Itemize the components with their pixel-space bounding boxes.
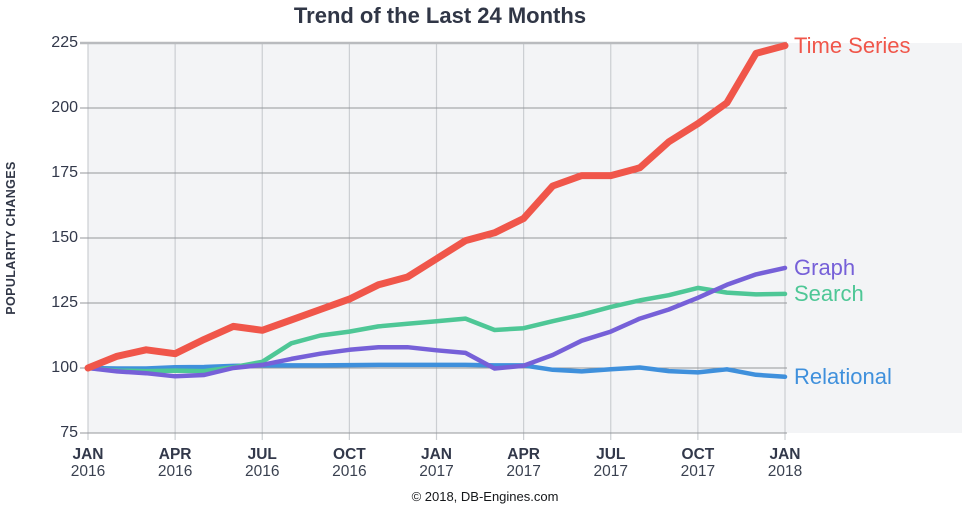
x-tick-label: JUL 2017	[571, 446, 651, 480]
series-label-relational: Relational	[794, 363, 892, 389]
x-tick-month: APR	[507, 446, 540, 463]
x-tick-month: JAN	[769, 446, 801, 463]
x-tick-year: 2016	[332, 463, 367, 480]
y-tick-label: 175	[51, 164, 78, 181]
x-tick-month: OCT	[681, 446, 715, 463]
copyright-footer: © 2018, DB-Engines.com	[411, 489, 559, 504]
y-tick-label: 225	[51, 34, 78, 51]
y-tick-label: 200	[51, 99, 78, 116]
x-tick-month: JAN	[420, 446, 452, 463]
y-tick-label: 150	[51, 229, 78, 246]
series-line-time-series	[84, 42, 789, 372]
y-axis-title: POPULARITY CHANGES	[4, 161, 18, 315]
x-tick-month: JUL	[596, 446, 626, 463]
x-tick-year: 2017	[506, 463, 541, 480]
x-tick-label: APR 2016	[135, 446, 215, 480]
series-label-search: Search	[794, 280, 864, 306]
x-tick-year: 2017	[419, 463, 454, 480]
y-tick-label: 100	[51, 359, 78, 376]
series-line-graph	[85, 265, 788, 379]
x-tick-month: JUL	[247, 446, 277, 463]
x-tick-year: 2018	[767, 463, 803, 480]
x-tick-year: 2017	[680, 463, 716, 480]
x-tick-month: APR	[158, 446, 192, 463]
x-tick-label: JUL 2016	[222, 446, 302, 480]
series-line-search	[85, 285, 788, 374]
x-tick-label: APR 2017	[484, 446, 564, 480]
series-label-time-series: Time Series	[794, 32, 911, 58]
y-tick-label: 75	[60, 424, 78, 441]
y-tick-label: 125	[51, 294, 78, 311]
x-tick-year: 2017	[593, 463, 628, 480]
x-tick-label: OCT 2017	[658, 446, 738, 480]
x-tick-month: OCT	[333, 446, 366, 463]
x-tick-year: 2016	[157, 463, 193, 480]
x-tick-year: 2016	[245, 463, 280, 480]
series-line-relational	[85, 362, 788, 380]
x-tick-month: JAN	[72, 446, 104, 463]
x-tick-label: OCT 2016	[309, 446, 389, 480]
chart-title: Trend of the Last 24 Months	[293, 3, 587, 28]
x-tick-label: JAN 2017	[397, 446, 477, 480]
x-tick-label: JAN 2016	[48, 446, 128, 480]
series-label-graph: Graph	[794, 254, 856, 280]
x-tick-year: 2016	[70, 463, 106, 480]
x-tick-label: JAN 2018	[745, 446, 825, 480]
